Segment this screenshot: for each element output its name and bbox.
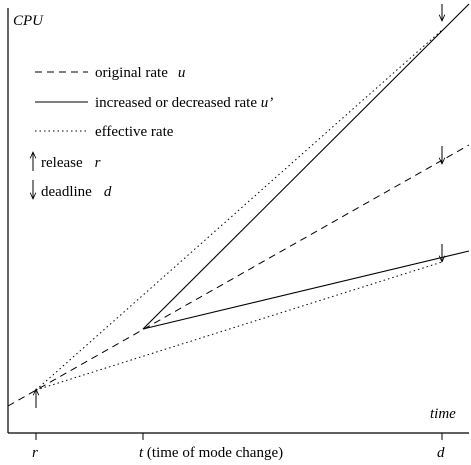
- tick-note: (time of mode change): [147, 445, 283, 461]
- legend-symbol: r: [95, 155, 101, 171]
- legend-label: deadline: [41, 184, 92, 200]
- tick-label: t (time of mode change): [139, 445, 283, 461]
- legend-symbol: d: [104, 184, 112, 200]
- legend-symbol: u: [178, 65, 186, 81]
- legend-label: increased or decreased rate: [95, 95, 257, 111]
- tick-label: d: [437, 445, 445, 461]
- decreased-rate-line: [142, 250, 470, 330]
- tick-label: r: [32, 445, 38, 461]
- legend-symbol: u’: [261, 95, 274, 111]
- legend-entry: deadline d: [41, 184, 112, 200]
- effective-rate-line: [35, 261, 443, 391]
- legend-entry: original rate u: [95, 65, 185, 81]
- legend-entry: release r: [41, 155, 101, 171]
- legend-entry: effective rate: [95, 124, 174, 140]
- y-axis-label: CPU: [13, 13, 44, 29]
- legend-label: original rate: [95, 65, 168, 81]
- tick-symbol: t: [139, 445, 144, 461]
- increased-rate-line: [142, 3, 470, 330]
- original-rate-line: [7, 144, 470, 407]
- x-ticks: [35, 433, 443, 440]
- x-axis-label: time: [430, 406, 456, 422]
- legend-label: release: [41, 155, 83, 171]
- legend-entry: increased or decreased rate u’: [95, 95, 273, 111]
- effective-rate-line: [35, 29, 443, 391]
